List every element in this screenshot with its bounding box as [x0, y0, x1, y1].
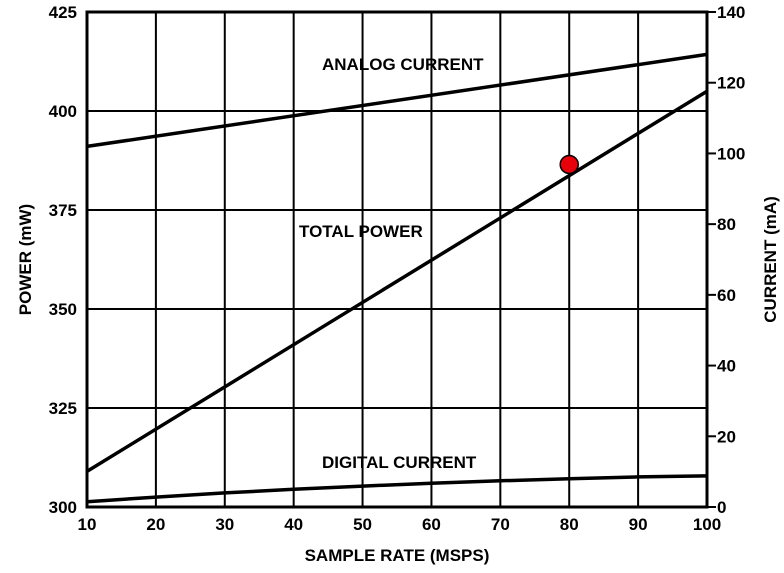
x-tick-label-30: 30 [215, 515, 234, 534]
x-axis-label: SAMPLE RATE (MSPS) [305, 546, 490, 565]
y2-tick-label-120: 120 [717, 74, 745, 93]
y-axis-label-power: POWER (mW) [16, 204, 35, 315]
series-label-digital-current: DIGITAL CURRENT [322, 453, 477, 472]
y-tick-label-350: 350 [49, 300, 77, 319]
y2-tick-label-40: 40 [717, 357, 736, 376]
y2-tick-label-100: 100 [717, 144, 745, 163]
x-tick-label-80: 80 [560, 515, 579, 534]
plot-frame [85, 10, 709, 509]
highlight-marker-layer [559, 154, 579, 175]
highlight-marker [559, 154, 579, 175]
series-label-total-power: TOTAL POWER [299, 222, 423, 241]
y2-tick-label-140: 140 [717, 3, 745, 22]
series-lines [86, 52, 708, 504]
x-tick-label-90: 90 [629, 515, 648, 534]
x-tick-label-100: 100 [693, 515, 721, 534]
y2-axis-label-current: CURRENT (mA) [761, 196, 780, 323]
y-tick-label-375: 375 [49, 201, 77, 220]
y-tick-label-400: 400 [49, 102, 77, 121]
y2-tick-label-0: 0 [717, 498, 726, 517]
x-tick-label-10: 10 [78, 515, 97, 534]
series-line-analog-current [86, 52, 708, 149]
series-line-digital-current [86, 474, 708, 504]
x-tick-label-40: 40 [284, 515, 303, 534]
y2-tick-label-60: 60 [717, 286, 736, 305]
y2-tick-label-20: 20 [717, 427, 736, 446]
y-tick-label-425: 425 [49, 3, 77, 22]
y-tick-label-300: 300 [49, 498, 77, 517]
x-tick-label-50: 50 [353, 515, 372, 534]
series-label-analog-current: ANALOG CURRENT [322, 55, 484, 74]
x-tick-label-70: 70 [491, 515, 510, 534]
ticks: 10 20 30 40 50 60 70 80 90 100 300 325 350 375 400 425 0… [49, 3, 746, 534]
y-tick-label-325: 325 [49, 399, 77, 418]
x-tick-label-60: 60 [422, 515, 441, 534]
y2-tick-label-80: 80 [717, 215, 736, 234]
x-tick-label-20: 20 [146, 515, 165, 534]
grid [87, 12, 707, 507]
series-line-total-power [86, 89, 708, 473]
